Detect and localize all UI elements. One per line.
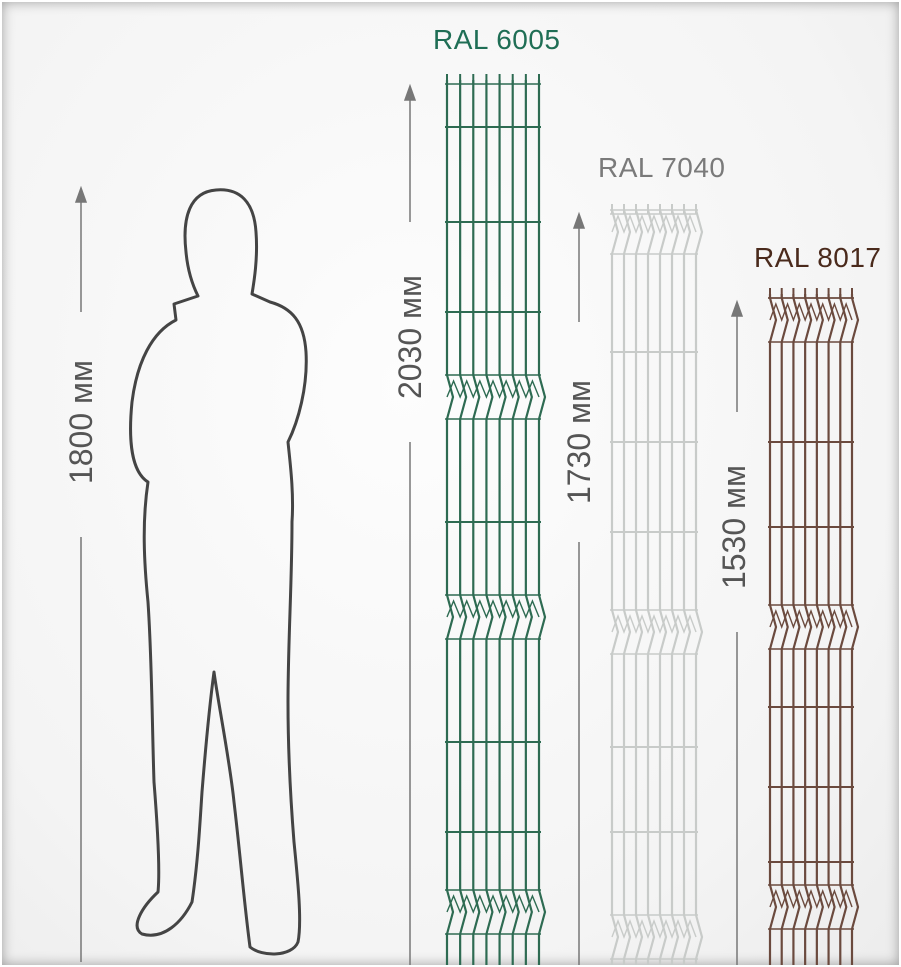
person-silhouette [129,188,308,956]
panel-6005-height-label: 2030 мм [392,274,428,400]
ral-8017-label: RAL 8017 [754,242,882,273]
fence-panel-1 [445,74,547,965]
fence-panel-3 [768,288,860,965]
panel-height-arrow-2 [572,211,586,965]
ral-7040-label: RAL 7040 [598,152,726,183]
person-height-arrow [74,185,88,962]
ral-6005-label: RAL 6005 [433,24,561,55]
person-height-label: 1800 мм [63,359,99,485]
panel-7040-height-label: 1730 мм [561,379,597,505]
fence-panel-2 [610,204,704,965]
panel-height-arrow-1 [403,83,417,965]
panel-8017-height-label: 1530 мм [716,464,752,590]
panel-height-arrow-3 [730,299,744,965]
